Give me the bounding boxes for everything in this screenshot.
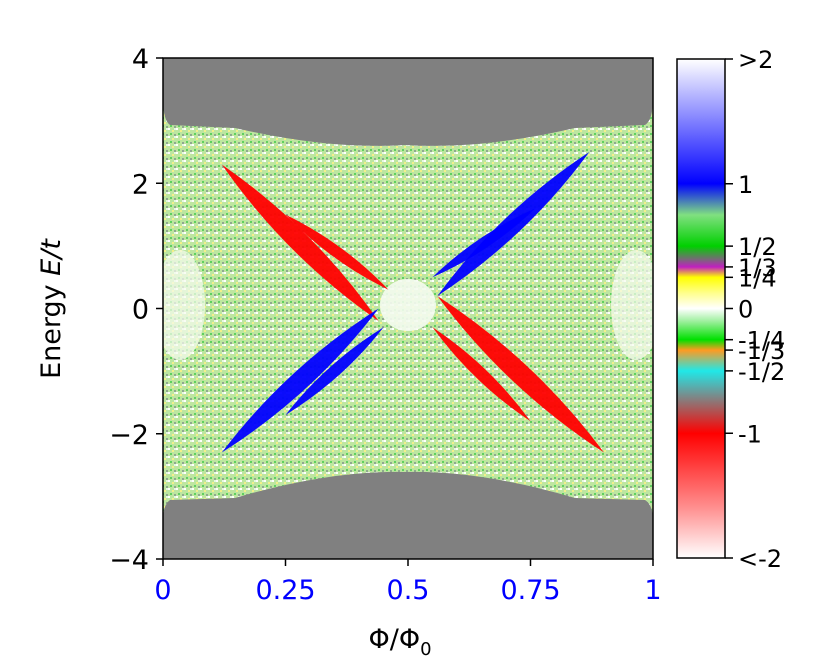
colorbar-tick-label: <-2 xyxy=(738,545,782,573)
colorbar-gradient xyxy=(677,59,725,558)
y-tick-label: −4 xyxy=(109,545,149,576)
colorbar-tick-label: -1/4 xyxy=(738,327,785,355)
y-tick-label: −2 xyxy=(109,420,149,451)
colorbar-tick-label: -1/2 xyxy=(738,358,785,386)
colorbar-tick-label: >2 xyxy=(738,46,773,74)
right-white-region xyxy=(611,250,653,360)
band-chern-plus-1 xyxy=(221,308,379,453)
band-chern-plus-1 xyxy=(432,208,536,278)
colorbar-tick-label: -1/3 xyxy=(738,337,785,365)
x-axis: 0 0.25 0.5 0.75 1 xyxy=(154,559,662,606)
y-axis: 4 2 0 −2 −4 xyxy=(109,44,163,576)
x-tick-label: 1 xyxy=(644,575,661,606)
colorbar: >2 1 1/21/31/4 0 -1/4-1/3-1/2 -1 <-2 xyxy=(676,46,785,573)
x-tick-label: 0 xyxy=(154,575,171,606)
x-axis-label: Φ/Φ0 xyxy=(368,624,431,660)
colorbar-tick-label: 1/2 xyxy=(738,233,777,261)
y-tick-label: 0 xyxy=(132,295,149,326)
x-axis-label-main: Φ/Φ xyxy=(368,624,420,655)
band-chern-plus-1 xyxy=(285,327,384,415)
x-axis-label-sub: 0 xyxy=(420,639,431,660)
y-tick-label: 2 xyxy=(132,169,149,200)
band-chern-minus-1 xyxy=(221,164,379,322)
x-tick-label: 0.75 xyxy=(500,575,560,606)
x-tick-label: 0.5 xyxy=(387,575,430,606)
left-white-region xyxy=(163,250,205,360)
plot-area xyxy=(163,58,653,559)
colorbar-tick-label: 1 xyxy=(738,171,753,199)
x-tick-label: 0.25 xyxy=(255,575,315,606)
band-chern-minus-1 xyxy=(437,295,604,453)
colorbar-tick-label: -1 xyxy=(738,420,762,448)
y-axis-label: Energy E/t xyxy=(36,238,67,379)
y-axis-label-var: E/t xyxy=(36,238,67,276)
colorbar-tick-label: 1/4 xyxy=(738,264,777,292)
y-tick-label: 4 xyxy=(132,44,149,75)
band-chern-minus-1 xyxy=(285,214,389,290)
chern-bands xyxy=(221,151,604,453)
colorbar-tick-label: 0 xyxy=(738,296,753,324)
center-white-region xyxy=(380,279,436,331)
band-chern-minus-1 xyxy=(432,327,531,422)
colorbar-tick-label: 1/3 xyxy=(738,254,777,282)
y-axis-label-prefix: Energy xyxy=(36,276,67,379)
colorbar-ticks: >2 1 1/21/31/4 0 -1/4-1/3-1/2 -1 <-2 xyxy=(725,46,785,573)
